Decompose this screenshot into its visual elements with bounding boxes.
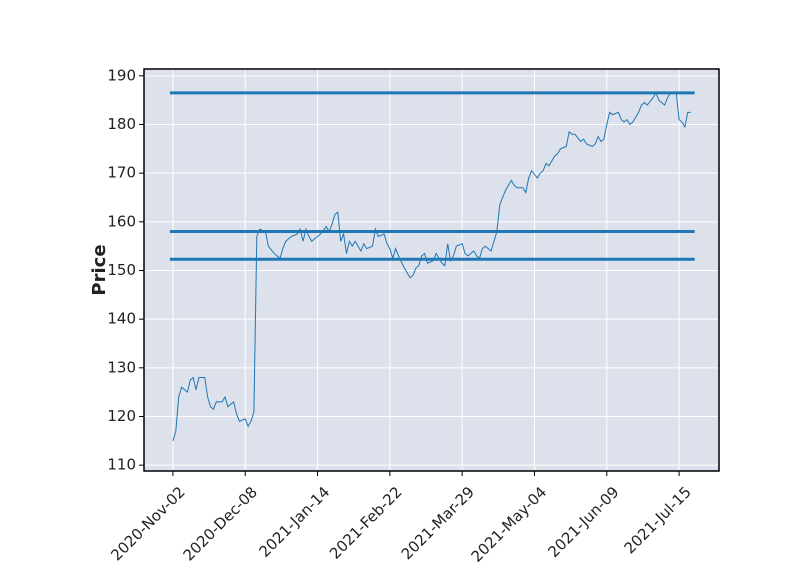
x-tick-label: 2020-Dec-08 [180, 483, 261, 564]
y-tick-label: 180 [107, 115, 136, 133]
y-tick-label: 170 [107, 164, 136, 182]
y-axis-label: Price [89, 244, 110, 295]
y-tick-label: 130 [107, 358, 136, 376]
y-tick-label: 110 [107, 456, 136, 474]
y-tick-label: 120 [107, 407, 136, 425]
x-tick-label: 2021-Mar-29 [398, 483, 478, 563]
y-tick-label: 190 [107, 66, 136, 84]
x-tick-label: 2021-Jul-15 [621, 483, 695, 557]
x-tick-label: 2021-May-04 [468, 483, 551, 566]
price-line [172, 91, 691, 441]
x-tick-label: 2020-Nov-02 [107, 483, 188, 564]
y-tick-label: 140 [107, 310, 136, 328]
y-tick-label: 160 [107, 212, 136, 230]
x-tick-label: 2021-Feb-22 [326, 483, 406, 563]
x-tick-label: 2021-Jun-09 [544, 483, 622, 561]
x-tick-label: 2021-Jan-14 [255, 483, 333, 561]
y-tick-label: 150 [107, 261, 136, 279]
